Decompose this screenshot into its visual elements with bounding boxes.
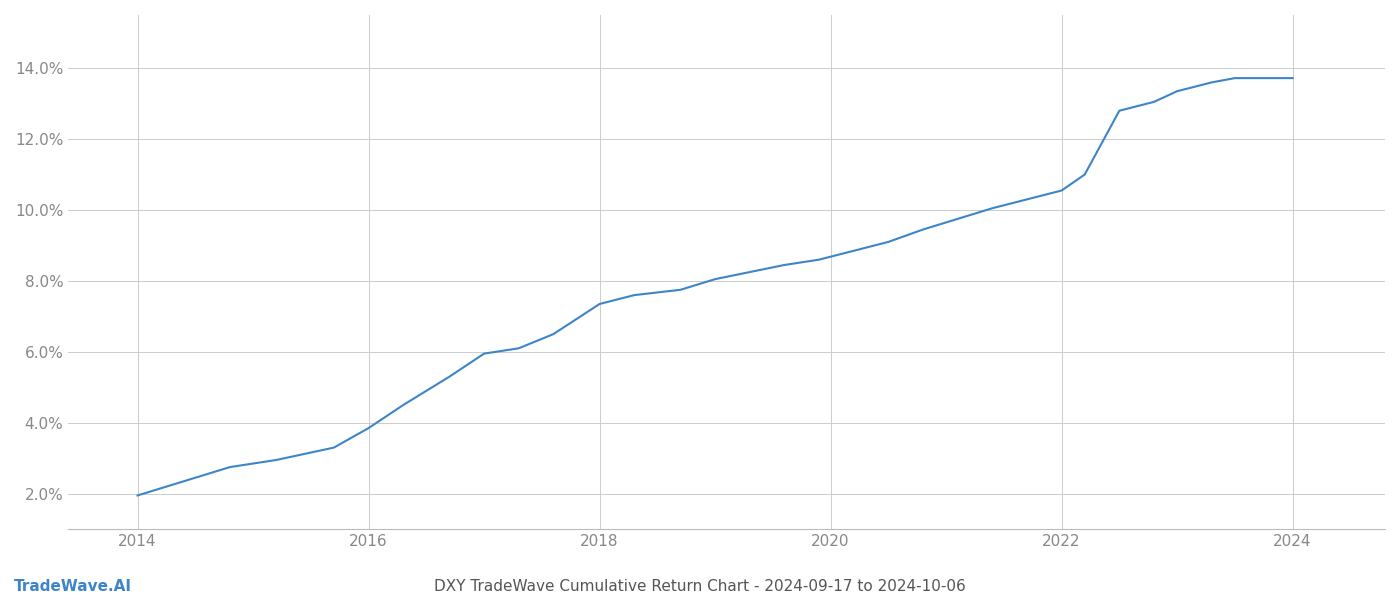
Text: DXY TradeWave Cumulative Return Chart - 2024-09-17 to 2024-10-06: DXY TradeWave Cumulative Return Chart - … <box>434 579 966 594</box>
Text: TradeWave.AI: TradeWave.AI <box>14 579 132 594</box>
